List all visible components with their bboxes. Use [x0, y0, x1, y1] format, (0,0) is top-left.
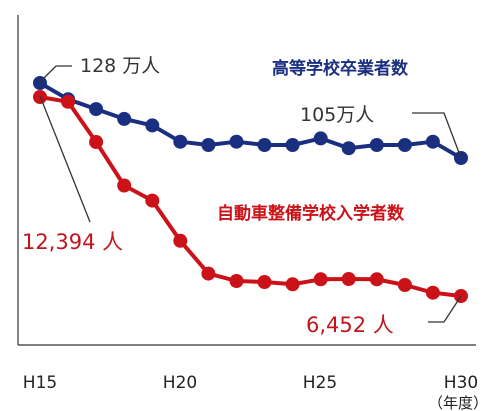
maintenance-school-point [61, 94, 76, 109]
high-school-point [369, 138, 384, 152]
x-tick-label: H25 [303, 373, 337, 393]
high-school-point [173, 134, 188, 149]
high-school-point [313, 131, 328, 146]
high-school-point [425, 134, 440, 149]
high-school-point [257, 138, 272, 152]
leader-line-end-red [428, 295, 462, 323]
maintenance-school-point [425, 285, 440, 300]
legend-label-red: 自動車整備学校入学者数 [217, 203, 405, 224]
high-school-point [117, 111, 132, 126]
legend-label-blue: 高等学校卒業者数 [272, 58, 409, 79]
annotation-start-red: 12,394 人 [22, 230, 123, 254]
maintenance-school-point [229, 274, 244, 288]
maintenance-school-point [397, 278, 412, 292]
annotation-end-blue: 105万人 [300, 104, 374, 126]
maintenance-school-line [39, 95, 462, 298]
x-tick-label: H20 [163, 373, 197, 393]
high-school-point [201, 138, 216, 152]
series-high-school-graduates [33, 76, 468, 165]
high-school-line [38, 81, 463, 160]
maintenance-school-point [145, 193, 160, 208]
annotation-start-blue: 128 万人 [80, 55, 160, 77]
maintenance-school-point [117, 178, 132, 193]
leader-line-start-red [39, 95, 91, 223]
maintenance-school-point [313, 272, 328, 287]
high-school-point [341, 141, 356, 156]
maintenance-school-point [89, 135, 104, 149]
maintenance-school-point [173, 233, 188, 248]
series-maintenance-school-entrants [33, 90, 468, 303]
x-tick-label: H15 [23, 373, 57, 393]
x-tick-label: H30 [444, 373, 478, 393]
maintenance-school-point [341, 272, 356, 286]
high-school-point [229, 134, 244, 149]
leader-line-start-blue [39, 65, 72, 83]
leader-line-end-blue [412, 112, 462, 159]
maintenance-school-point [285, 277, 300, 292]
maintenance-school-point [257, 275, 272, 289]
high-school-point [397, 138, 412, 152]
high-school-point [89, 102, 104, 117]
high-school-point [33, 76, 47, 90]
high-school-point [145, 118, 160, 133]
annotation-end-red: 6,452 人 [306, 313, 394, 337]
x-unit-label: （年度） [428, 394, 488, 411]
maintenance-school-point [201, 266, 216, 281]
high-school-point [285, 138, 300, 152]
maintenance-school-point [369, 272, 384, 287]
